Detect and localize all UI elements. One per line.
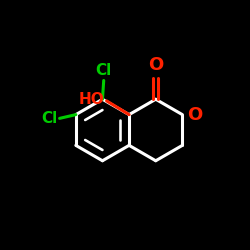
Text: O: O <box>148 56 163 74</box>
Text: Cl: Cl <box>41 111 57 126</box>
Text: O: O <box>187 106 202 124</box>
Text: Cl: Cl <box>96 63 112 78</box>
Text: HO: HO <box>78 92 104 107</box>
